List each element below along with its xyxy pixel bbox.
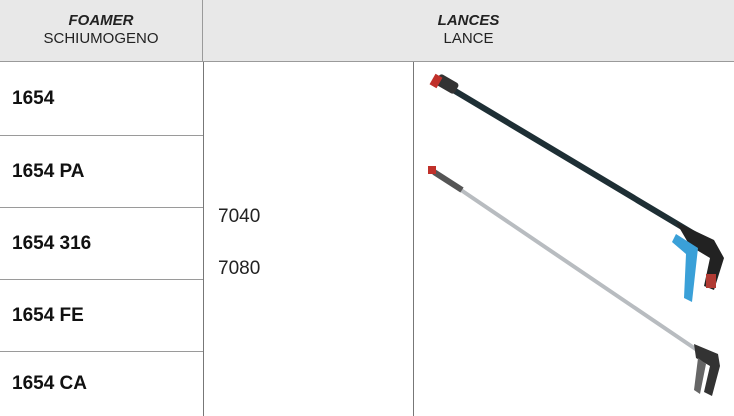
foamer-header: FOAMER SCHIUMOGENO (0, 0, 203, 62)
foamer-model: 1654 CA (12, 373, 87, 394)
lances-header: LANCES LANCE (203, 0, 734, 62)
foamer-model: 1654 (0, 62, 203, 136)
header-title: LANCES (437, 12, 500, 29)
foamer-model: 1654 PA (0, 136, 203, 208)
foamer-model: 1654 FE (0, 280, 203, 352)
header-subtitle: SCHIUMOGENO (43, 30, 159, 47)
header-title: FOAMER (68, 12, 134, 29)
header-subtitle: LANCE (443, 30, 494, 47)
lance-code: 7080 (218, 258, 261, 279)
foamer-model: 1654 316 (0, 208, 203, 280)
column-divider (413, 62, 414, 416)
lance-code: 7040 (218, 206, 261, 227)
column-divider (203, 62, 204, 416)
lance-illustration (428, 73, 724, 396)
